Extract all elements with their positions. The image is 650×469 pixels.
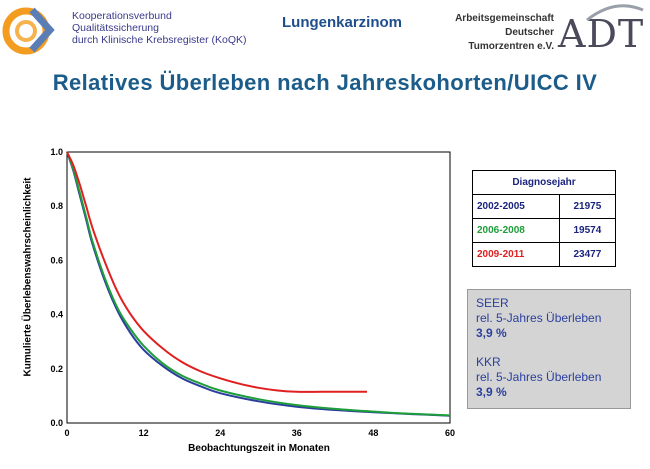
x-tick-label: 12 (139, 428, 149, 438)
adt-line: Tumorzentren e.V. (468, 41, 554, 52)
legend-label-2009-2011: 2009-2011 (472, 242, 560, 267)
series-line-2009-2011 (66, 151, 367, 393)
legend-header: Diagnosejahr (472, 170, 616, 195)
legend-count-2002-2005: 21975 (558, 194, 617, 219)
legend-label-2006-2008: 2006-2008 (472, 218, 560, 243)
legend-table: Diagnosejahr 2002-2005 21975 2006-2008 1… (472, 170, 617, 267)
adt-line: Deutscher (505, 27, 554, 38)
adt-line: Arbeitsgemeinschaft (455, 13, 554, 24)
kkr-title: KKR (476, 355, 501, 369)
legend-count-2006-2008: 19574 (558, 218, 617, 243)
seer-value: 3,9 % (476, 326, 507, 340)
y-tick-label: 0.0 (50, 418, 63, 428)
seer-subtitle: rel. 5-Jahres Überleben (476, 311, 602, 325)
x-tick-label: 48 (368, 428, 378, 438)
koqk-name: Kooperationsverbund Qualitätssicherung d… (72, 10, 247, 46)
chart-ticks: 0 12 24 36 48 60 0.0 0.2 0.4 0.6 0.8 1.0 (50, 147, 455, 438)
koqk-line: durch Klinische Krebsregister (KoQK) (72, 34, 247, 46)
seer-title: SEER (476, 296, 509, 310)
kkr-subtitle: rel. 5-Jahres Überleben (476, 370, 602, 384)
adt-swoosh-icon (586, 4, 644, 22)
y-tick-label: 1.0 (50, 147, 63, 157)
y-tick-label: 0.2 (50, 364, 63, 374)
koqk-line: Kooperationsverbund (72, 10, 172, 22)
plot-area (66, 151, 451, 424)
koqk-line: Qualitätssicherung (72, 22, 159, 34)
koqk-logo (2, 7, 55, 55)
x-tick-label: 0 (64, 428, 69, 438)
y-tick-label: 0.6 (50, 255, 63, 265)
series-line-2006-2008 (66, 151, 451, 417)
y-tick-label: 0.4 (50, 310, 63, 320)
chart-axes (66, 151, 451, 424)
topic-title: Lungenkarzinom (282, 14, 403, 31)
survival-info-box: SEER rel. 5-Jahres Überleben 3,9 % KKR r… (467, 289, 631, 409)
page-title: Relatives Überleben nach Jahreskohorten/… (52, 70, 598, 95)
x-tick-label: 36 (292, 428, 302, 438)
adt-logo: ADT (558, 12, 645, 56)
x-axis-label: Beobachtungszeit in Monaten (188, 443, 330, 454)
y-axis-label: Kumulierte Überlebenswahrscheinlichkeit (22, 177, 34, 377)
legend-count-2009-2011: 23477 (558, 242, 617, 267)
x-tick-label: 60 (445, 428, 455, 438)
adt-name: Arbeitsgemeinschaft Deutscher Tumorzentr… (440, 12, 554, 54)
legend-label-2002-2005: 2002-2005 (472, 194, 560, 219)
chart-series (66, 151, 451, 417)
x-tick-label: 24 (215, 428, 225, 438)
kkr-value: 3,9 % (476, 385, 507, 399)
y-tick-label: 0.8 (50, 201, 63, 211)
